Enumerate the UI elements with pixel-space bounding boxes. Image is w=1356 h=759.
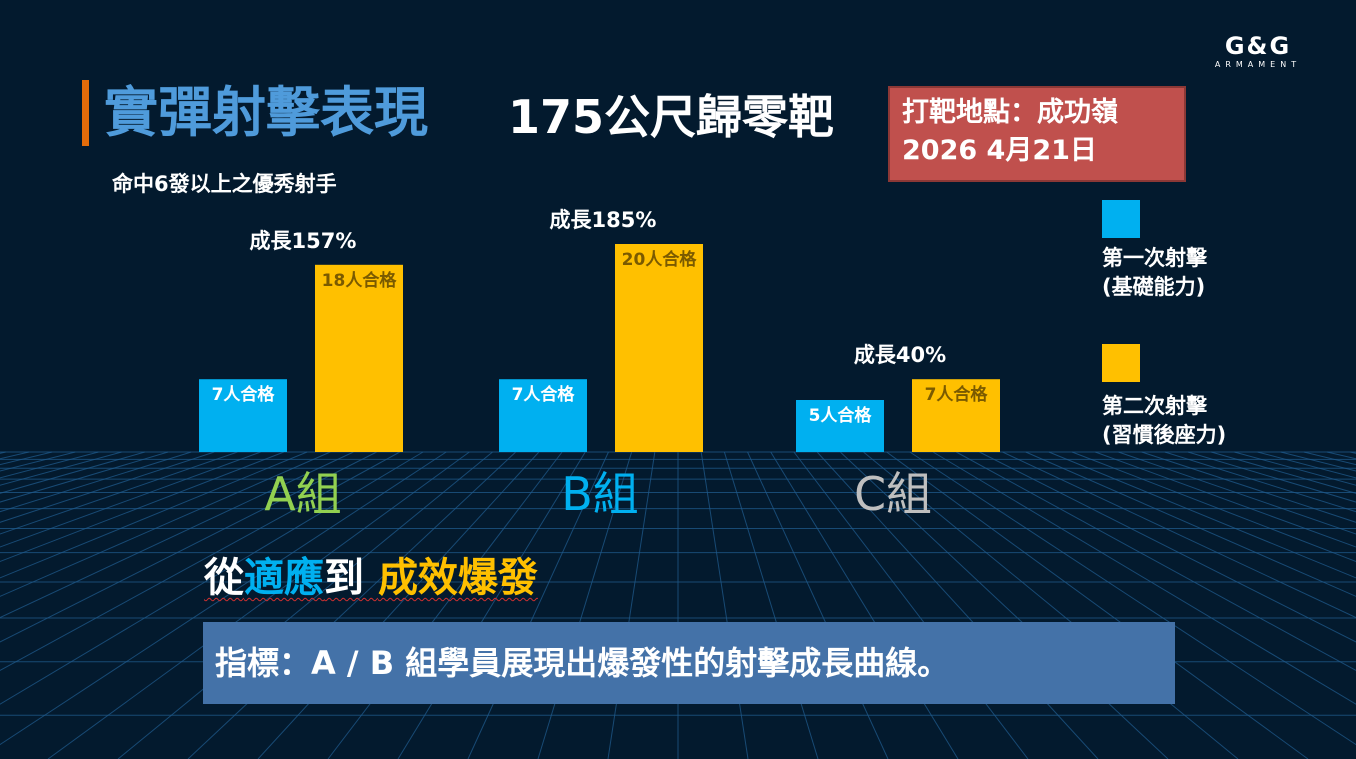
category-label-A組: A組 — [264, 467, 341, 521]
logo-subtitle: ARMAMENT — [1214, 60, 1302, 69]
title-accent-bar — [82, 80, 89, 146]
growth-label-A組: 成長157% — [250, 229, 357, 253]
legend-label-series1-line1: 第一次射擊 — [1102, 246, 1207, 270]
bar-label-C組-series2: 7人合格 — [925, 384, 989, 405]
bar-label-B組-series2: 20人合格 — [622, 249, 698, 270]
bar-A組-series2 — [315, 264, 403, 452]
grid-lines — [0, 451, 1356, 759]
page-title: 實彈射擊表現 — [104, 81, 428, 144]
bar-B組-series1 — [499, 379, 587, 452]
brand-logo: G&G ARMAMENT — [1192, 34, 1324, 70]
page-subtitle: 175公尺歸零靶 — [508, 90, 835, 144]
indicator-box: 指標：A / B 組學員展現出爆發性的射擊成長曲線。 — [203, 622, 1175, 704]
chart-title: 命中6發以上之優秀射手 — [112, 172, 337, 196]
info-date: 2026 4月21日 — [902, 135, 1097, 166]
growth-label-C組: 成長40% — [854, 343, 946, 367]
bar-C組-series1 — [796, 400, 884, 452]
bar-label-A組-series1: 7人合格 — [212, 384, 276, 405]
bar-A組-series1 — [199, 379, 287, 452]
legend-label-series2-line2: (習慣後座力) — [1102, 423, 1227, 447]
legend-label-series2: 第二次射擊 (習慣後座力) — [1102, 392, 1226, 450]
info-box: 打靶地點：成功嶺 2026 4月21日 — [888, 86, 1186, 182]
legend-swatch-series2 — [1102, 344, 1140, 382]
slogan-segment-4: 成效爆發 — [377, 555, 538, 601]
slogan-segment-2: 適應 — [244, 555, 324, 601]
category-label-B組: B組 — [561, 467, 639, 521]
legend-label-series2-line1: 第二次射擊 — [1102, 394, 1207, 418]
category-label-C組: C組 — [854, 467, 932, 521]
bar-label-A組-series2: 18人合格 — [322, 270, 398, 291]
bar-label-B組-series1: 7人合格 — [512, 384, 576, 405]
logo-mark: G&G — [1224, 32, 1292, 60]
legend-swatch-series1 — [1102, 200, 1140, 238]
info-location: 打靶地點：成功嶺 — [902, 97, 1118, 128]
bar-B組-series2 — [615, 244, 703, 452]
indicator-text: 指標：A / B 組學員展現出爆發性的射擊成長曲線。 — [215, 644, 950, 682]
legend-label-series1: 第一次射擊 (基礎能力) — [1102, 244, 1207, 302]
bar-label-C組-series1: 5人合格 — [809, 405, 873, 426]
slogan: 從適應到 成效爆發 — [204, 552, 538, 604]
slogan-segment-1: 從 — [204, 555, 244, 601]
legend-label-series1-line2: (基礎能力) — [1102, 275, 1206, 299]
growth-label-B組: 成長185% — [550, 208, 657, 232]
slogan-segment-3: 到 — [324, 555, 378, 601]
bar-C組-series2 — [912, 379, 1000, 452]
